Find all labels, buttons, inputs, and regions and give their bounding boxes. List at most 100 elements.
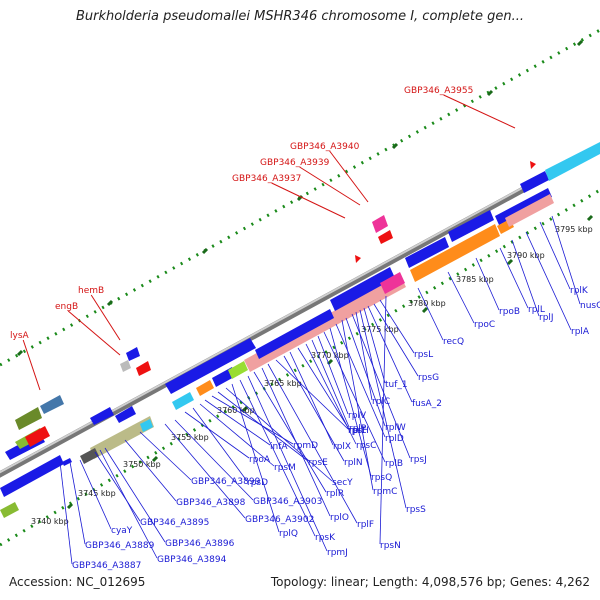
callout-line bbox=[345, 317, 386, 427]
gene-label-blue[interactable]: rplF bbox=[357, 520, 374, 530]
gene-feature[interactable] bbox=[120, 360, 131, 372]
gene-label-blue[interactable]: rpsJ bbox=[410, 455, 427, 465]
callout-line bbox=[335, 323, 386, 438]
gene-label-blue[interactable]: rpmD bbox=[293, 441, 318, 451]
gene-feature[interactable] bbox=[448, 210, 494, 242]
gene-label-blue[interactable]: rplV bbox=[348, 411, 367, 421]
tick-marks bbox=[16, 39, 594, 510]
gene-feature[interactable] bbox=[545, 142, 600, 181]
gene-feature[interactable] bbox=[330, 267, 395, 311]
gene-label-blue[interactable]: rpsG bbox=[418, 373, 439, 383]
callout-line bbox=[59, 461, 73, 565]
gene-feature[interactable] bbox=[126, 347, 140, 361]
gene-label-blue[interactable]: secY bbox=[332, 478, 353, 488]
gene-label-blue[interactable]: GBP346_A3889 bbox=[85, 541, 155, 551]
gene-label-red[interactable]: lysA bbox=[10, 331, 30, 341]
gene-label-blue[interactable]: rpsD bbox=[247, 478, 268, 488]
topology-label: Topology: linear; Length: 4,098,576 bp; … bbox=[270, 575, 590, 589]
gene-label-blue[interactable]: rpoB bbox=[499, 307, 520, 317]
gene-label-blue[interactable]: GBP346_A3887 bbox=[72, 561, 141, 571]
gene-label-blue[interactable]: rplO bbox=[330, 513, 349, 523]
gene-feature[interactable] bbox=[165, 338, 256, 394]
gene-label-blue[interactable]: rpmJ bbox=[327, 548, 348, 558]
gene-feature[interactable] bbox=[40, 395, 64, 414]
tick-mark bbox=[391, 142, 399, 150]
gene-feature[interactable] bbox=[505, 194, 554, 227]
gene-label-blue[interactable]: rpsN bbox=[380, 541, 401, 551]
gene-feature[interactable] bbox=[380, 272, 405, 294]
callout-line bbox=[511, 239, 540, 317]
gene-label-blue[interactable]: recQ bbox=[443, 337, 464, 347]
gene-label-blue[interactable]: GBP346_A3898 bbox=[176, 498, 246, 508]
gene-label-blue[interactable]: rpsS bbox=[406, 505, 426, 515]
gene-label-blue[interactable]: GBP346_A3902 bbox=[245, 515, 314, 525]
callout-line bbox=[289, 351, 334, 446]
gene-label-blue[interactable]: rpsK bbox=[315, 533, 336, 543]
gene-label-red[interactable]: GBP346_A3939 bbox=[260, 158, 330, 168]
gene-feature[interactable] bbox=[520, 171, 549, 193]
gene-feature[interactable] bbox=[0, 455, 64, 497]
gene-label-blue[interactable]: rplX bbox=[333, 442, 351, 452]
gene-feature[interactable] bbox=[372, 215, 388, 233]
tick-mark bbox=[241, 405, 249, 413]
gene-label-blue[interactable]: nusG bbox=[580, 301, 600, 311]
gene-label-blue[interactable]: rplE bbox=[349, 426, 367, 436]
gene-label-red[interactable]: GBP346_A3937 bbox=[232, 174, 301, 184]
gene-label-red[interactable]: GBP346_A3940 bbox=[290, 142, 360, 152]
gene-label-blue[interactable]: rpoC bbox=[474, 320, 495, 330]
gene-label-blue[interactable]: infA bbox=[270, 442, 288, 452]
gene-label-red[interactable]: engB bbox=[55, 302, 78, 312]
gene-feature[interactable] bbox=[228, 361, 248, 379]
gene-feature[interactable] bbox=[115, 406, 136, 423]
gene-feature[interactable] bbox=[136, 361, 151, 376]
gene-feature[interactable] bbox=[378, 230, 393, 244]
gene-label-blue[interactable]: rplA bbox=[571, 327, 590, 337]
callout-line bbox=[124, 439, 177, 502]
gene-label-blue[interactable]: GBP346_A3894 bbox=[157, 555, 227, 565]
gene-label-blue[interactable]: rplD bbox=[385, 434, 404, 444]
gene-label-blue[interactable]: rpsM bbox=[274, 463, 296, 473]
gene-feature[interactable] bbox=[15, 407, 42, 430]
gene-label-blue[interactable]: GBP346_A3896 bbox=[165, 539, 235, 549]
gene-label-blue[interactable]: rpsC bbox=[356, 441, 376, 451]
gene-label-blue[interactable]: tuf_1 bbox=[385, 380, 408, 390]
gene-label-blue[interactable]: rplB bbox=[385, 459, 403, 469]
gene-label-blue[interactable]: rpsE bbox=[308, 458, 328, 468]
gene-label-blue[interactable]: GBP346_A3903 bbox=[253, 497, 322, 507]
gene-label-blue[interactable]: rpoA bbox=[249, 455, 271, 465]
gene-feature[interactable] bbox=[0, 502, 19, 518]
gene-label-blue[interactable]: rplW bbox=[385, 423, 406, 433]
callout-line bbox=[271, 182, 346, 219]
tick-label: 3770 kbp bbox=[311, 351, 349, 360]
callout-line bbox=[231, 383, 280, 533]
callout-line bbox=[211, 395, 294, 445]
gene-feature[interactable] bbox=[90, 416, 154, 459]
gene-feature[interactable] bbox=[410, 224, 500, 282]
gene-feature[interactable] bbox=[196, 380, 214, 396]
callout-line bbox=[94, 451, 141, 522]
gene-label-blue[interactable]: rplJ bbox=[539, 313, 554, 323]
gene-label-red[interactable]: GBP346_A3955 bbox=[404, 86, 473, 96]
gene-label-blue[interactable]: GBP346_A3899 bbox=[191, 477, 261, 487]
gene-label-red[interactable]: hemB bbox=[78, 286, 104, 296]
gene-feature[interactable] bbox=[25, 426, 50, 447]
gene-label-blue[interactable]: rpmC bbox=[373, 487, 397, 497]
callout-line bbox=[329, 150, 369, 203]
gene-label-blue[interactable]: rpsL bbox=[414, 350, 433, 360]
gene-feature[interactable] bbox=[405, 237, 449, 268]
gene-feature[interactable] bbox=[140, 419, 153, 432]
gene-label-blue[interactable]: rplK bbox=[570, 286, 589, 296]
gene-label-blue[interactable]: rplQ bbox=[279, 529, 298, 539]
gene-feature[interactable] bbox=[90, 407, 114, 425]
gene-feature[interactable] bbox=[172, 392, 194, 410]
gene-label-blue[interactable]: rplR bbox=[326, 489, 344, 499]
gene-label-blue[interactable]: fusA_2 bbox=[412, 399, 442, 409]
gene-label-blue[interactable]: GBP346_A3895 bbox=[140, 518, 209, 528]
gene-label-blue[interactable]: rplN bbox=[344, 458, 363, 468]
gene-feature[interactable] bbox=[244, 275, 406, 372]
gene-feature[interactable] bbox=[80, 448, 99, 464]
gene-feature[interactable] bbox=[255, 309, 334, 359]
gene-label-blue[interactable]: cyaY bbox=[111, 526, 133, 536]
callout-line bbox=[447, 271, 475, 324]
gene-feature[interactable] bbox=[62, 458, 72, 466]
